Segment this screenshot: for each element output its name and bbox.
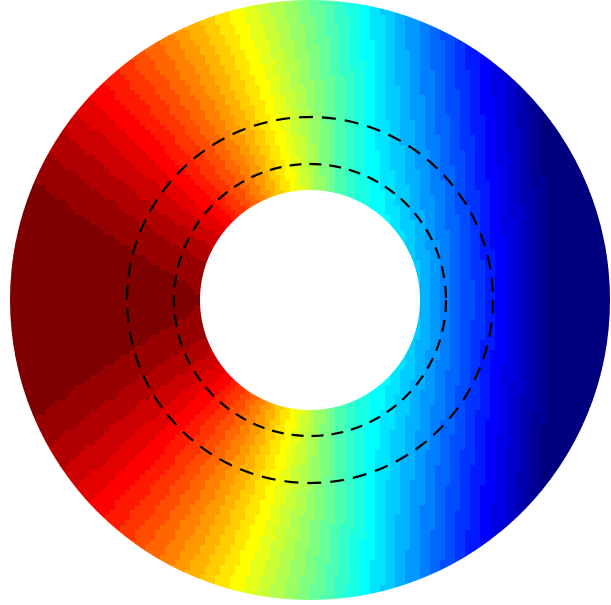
inner-hole <box>200 190 420 410</box>
dashed-circle-outer <box>125 115 495 485</box>
dashed-circle-inner <box>172 162 448 438</box>
